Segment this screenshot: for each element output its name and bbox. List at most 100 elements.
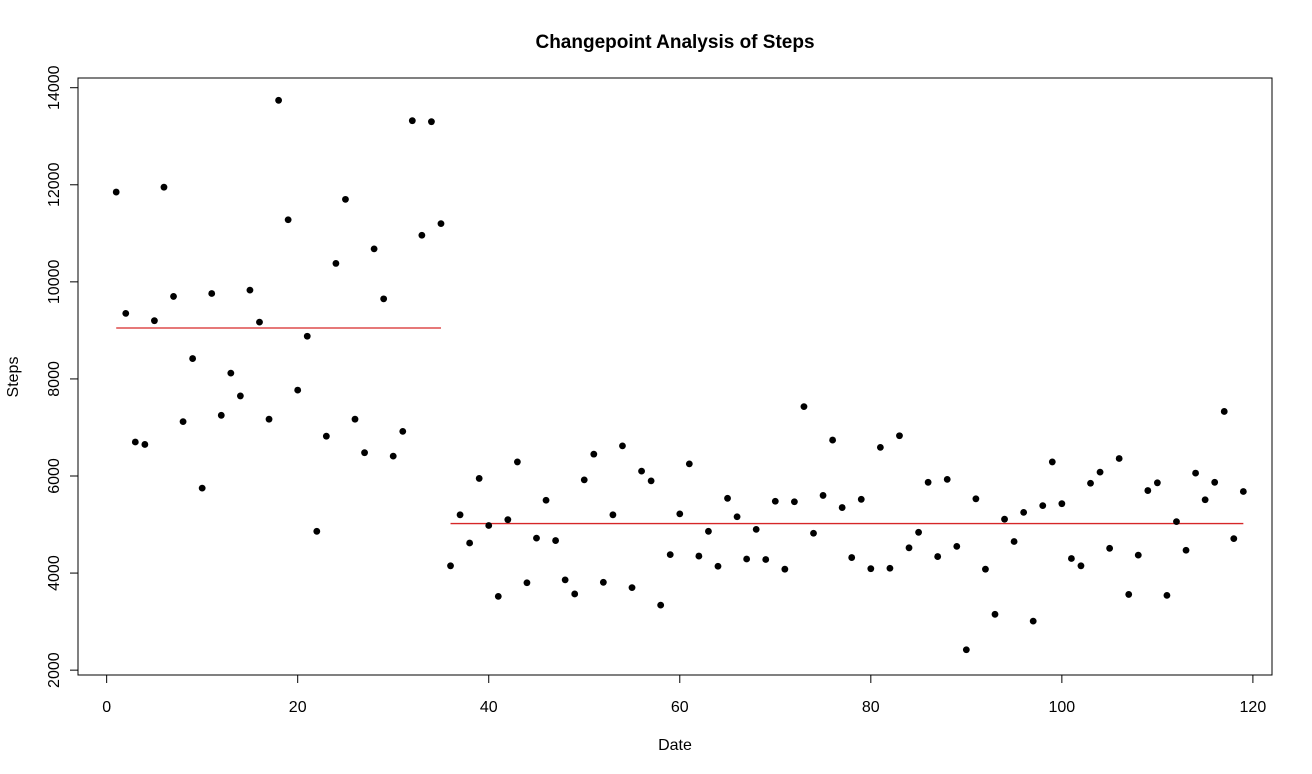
data-point xyxy=(303,332,311,340)
y-axis-label: Steps xyxy=(5,357,22,398)
data-point xyxy=(781,565,789,573)
data-point xyxy=(131,438,139,446)
data-point xyxy=(1173,518,1180,526)
y-tick-label: 4000 xyxy=(46,555,63,591)
data-point xyxy=(1048,458,1056,466)
data-point xyxy=(1029,617,1037,625)
data-point xyxy=(523,579,531,587)
data-point xyxy=(1096,468,1104,476)
data-point xyxy=(389,452,397,460)
data-point xyxy=(275,96,282,104)
data-point xyxy=(628,584,636,592)
data-point xyxy=(246,286,254,294)
data-point xyxy=(972,495,980,503)
data-point xyxy=(227,369,235,377)
x-axis-label: Date xyxy=(658,737,692,754)
data-point xyxy=(599,578,607,586)
data-point xyxy=(408,117,416,125)
y-tick-label: 6000 xyxy=(46,458,63,494)
data-point xyxy=(924,478,932,486)
data-point xyxy=(1077,562,1085,570)
x-axis: 0 20 40 60 80 100 120 xyxy=(102,674,1267,716)
data-point xyxy=(552,537,559,544)
data-point xyxy=(265,415,273,423)
x-tick-label: 80 xyxy=(862,699,880,716)
data-point xyxy=(1134,551,1142,559)
data-point xyxy=(361,449,368,457)
data-point xyxy=(733,513,741,521)
plot-area xyxy=(77,77,1273,676)
data-point xyxy=(351,415,359,423)
x-tick-label: 20 xyxy=(289,699,307,716)
data-point xyxy=(724,494,731,502)
data-point xyxy=(580,476,588,484)
data-point xyxy=(1230,535,1238,543)
data-point xyxy=(284,216,292,224)
data-point xyxy=(1201,496,1209,504)
y-tick-label: 10000 xyxy=(46,260,63,305)
data-point xyxy=(151,317,158,325)
data-point xyxy=(953,542,961,550)
data-point xyxy=(1163,592,1171,599)
data-point xyxy=(1144,487,1152,494)
data-point xyxy=(1039,502,1047,510)
data-point xyxy=(876,443,884,451)
data-point xyxy=(494,592,502,600)
x-tick-label: 40 xyxy=(480,699,498,716)
y-tick-label: 8000 xyxy=(46,361,63,397)
data-point xyxy=(676,510,684,518)
data-point xyxy=(934,553,942,560)
y-tick-label: 2000 xyxy=(46,652,63,688)
data-point xyxy=(322,432,330,440)
data-point xyxy=(1068,555,1075,562)
data-point xyxy=(189,355,197,362)
changepoint-segments xyxy=(116,327,1244,525)
data-point xyxy=(896,432,903,440)
data-point xyxy=(475,475,483,482)
data-point xyxy=(857,495,865,503)
data-point xyxy=(800,403,808,410)
data-point xyxy=(179,418,187,426)
data-point xyxy=(561,576,569,584)
data-point xyxy=(294,386,302,394)
y-axis: 2000 4000 6000 8000 10000 12000 14000 xyxy=(46,65,79,688)
data-point xyxy=(991,610,999,618)
data-point xyxy=(141,441,149,448)
data-point xyxy=(943,475,951,483)
data-point xyxy=(705,527,712,535)
data-point xyxy=(1220,408,1228,415)
data-point xyxy=(590,450,598,458)
data-point xyxy=(456,511,464,519)
data-point xyxy=(915,528,922,536)
data-point xyxy=(428,118,435,126)
data-point xyxy=(1106,544,1114,552)
data-point xyxy=(829,436,837,444)
data-point xyxy=(122,310,130,317)
data-point xyxy=(1239,488,1247,495)
x-tick-label: 120 xyxy=(1240,699,1267,716)
data-point xyxy=(198,484,206,492)
data-point xyxy=(217,411,225,419)
data-point xyxy=(638,467,645,475)
data-points xyxy=(112,96,1247,654)
data-point xyxy=(848,554,856,561)
y-tick-label: 12000 xyxy=(46,162,63,207)
data-point xyxy=(886,564,894,572)
data-point xyxy=(380,295,388,303)
data-point xyxy=(533,534,540,542)
data-point xyxy=(1192,469,1199,477)
data-point xyxy=(695,552,703,560)
data-point xyxy=(236,392,244,400)
y-tick-label: 14000 xyxy=(46,65,63,110)
data-point xyxy=(1211,478,1219,486)
data-point xyxy=(256,318,263,326)
data-point xyxy=(513,458,521,466)
data-point xyxy=(399,427,407,435)
data-point xyxy=(771,497,779,505)
data-point xyxy=(982,565,989,573)
data-point xyxy=(542,496,550,504)
data-point xyxy=(1020,509,1028,516)
data-point xyxy=(657,601,665,609)
